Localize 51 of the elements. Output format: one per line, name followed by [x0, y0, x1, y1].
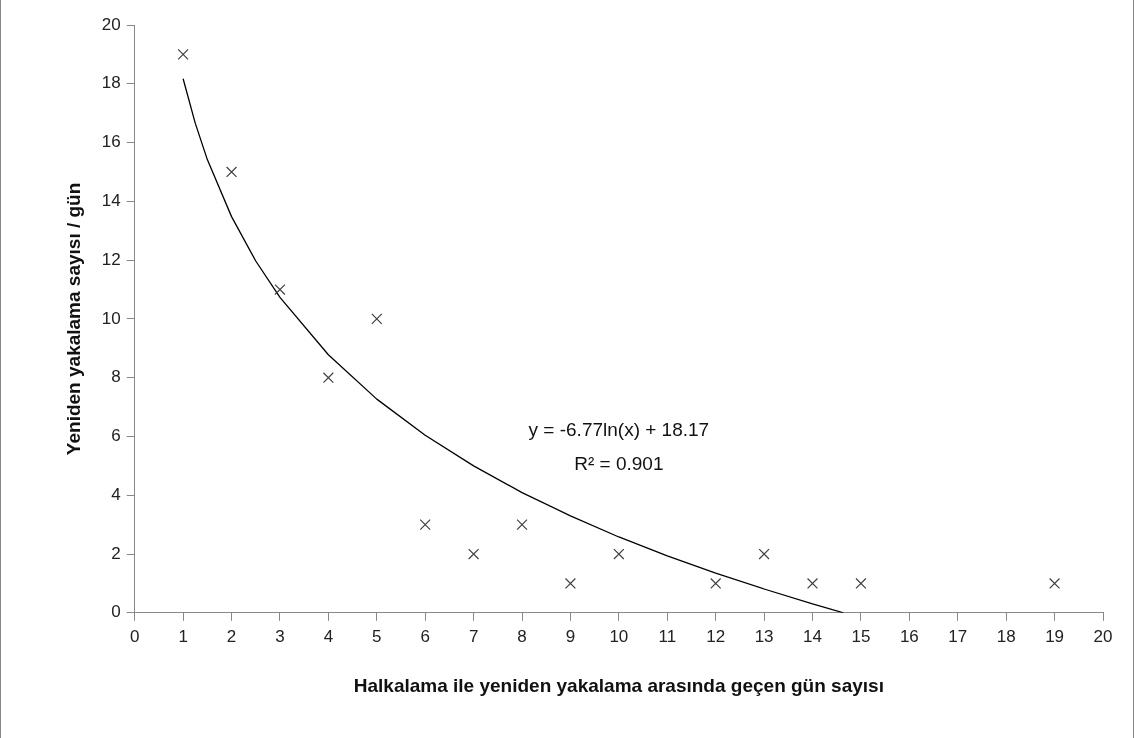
point: [806, 577, 819, 589]
x-tick-label: 4: [323, 626, 334, 646]
x-tick-label: 10: [609, 626, 629, 646]
point: [710, 577, 722, 589]
x-tick-label: 16: [899, 626, 919, 646]
y-tick-label: 4: [111, 484, 121, 504]
y-tick-label: 18: [101, 73, 121, 93]
x-tick-label: 19: [1045, 626, 1065, 646]
x-tick-label: 13: [754, 626, 774, 646]
x-tick-label: 5: [372, 626, 382, 646]
x-tick-label: 1: [178, 626, 188, 646]
y-tick-label: 14: [101, 191, 121, 211]
point: [419, 519, 431, 531]
point: [322, 372, 334, 384]
point: [225, 166, 238, 178]
y-tick-label: 2: [111, 543, 121, 563]
x-tick-label: 3: [275, 626, 285, 646]
y-tick-label: 8: [111, 367, 121, 387]
x-axis-title: Halkalama ile yeniden yakalama arasında geçen gün sayısı: [353, 674, 884, 696]
annotation: R² = 0.901: [574, 452, 664, 474]
x-tick-label: 14: [803, 626, 822, 646]
y-axis-title: Yeniden yakalama sayısı / gün: [62, 182, 84, 456]
point: [274, 283, 286, 296]
point: [468, 548, 480, 560]
y-tick-label: 20: [101, 14, 121, 34]
y-tick-label: 10: [101, 308, 121, 328]
point: [177, 48, 189, 60]
point: [516, 519, 528, 531]
x-tick-label: 0: [129, 626, 140, 646]
point: [564, 577, 576, 589]
x-tick-label: 17: [948, 626, 968, 646]
y-tick-label: 12: [101, 249, 121, 269]
point: [613, 548, 625, 560]
point: [758, 548, 770, 560]
x-tick-label: 11: [658, 626, 677, 646]
annotation: y = -6.77ln(x) + 18.17: [528, 418, 710, 440]
point: [855, 577, 867, 589]
x-tick-label: 7: [468, 626, 479, 646]
x-tick-label: 6: [420, 626, 430, 646]
y-tick-label: 6: [111, 426, 121, 446]
x-tick-label: 12: [706, 626, 726, 646]
x-tick-label: 9: [565, 626, 576, 646]
x-tick-label: 20: [1093, 626, 1113, 646]
x-tick-label: 15: [851, 626, 871, 646]
x-tick-label: 2: [226, 626, 237, 646]
y-tick-label: 16: [101, 132, 121, 152]
x-tick-label: 18: [996, 626, 1016, 646]
point: [1049, 577, 1061, 589]
x-tick-label: 8: [517, 626, 527, 646]
point: [371, 313, 383, 325]
y-tick-label: 0: [111, 602, 121, 622]
